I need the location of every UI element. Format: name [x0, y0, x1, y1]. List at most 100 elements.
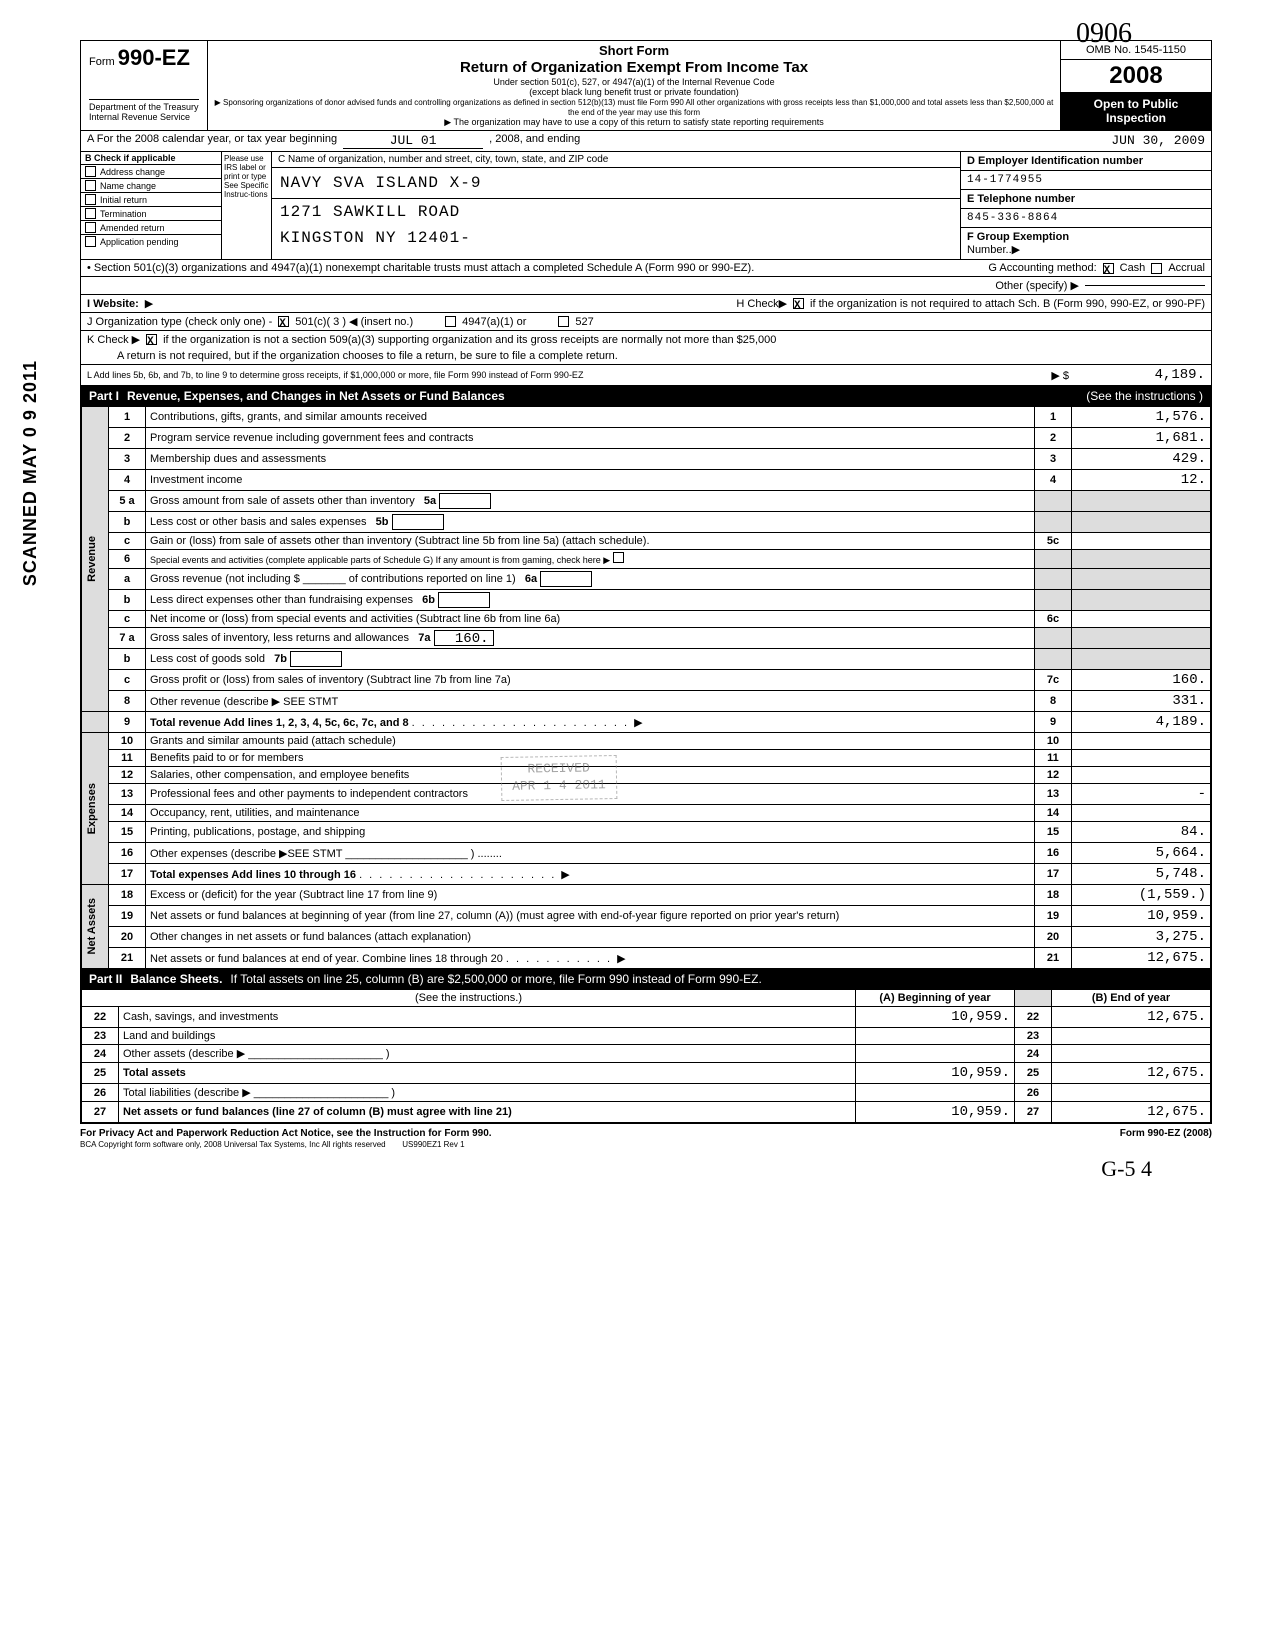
- form-code: US990EZ1 Rev 1: [402, 1140, 464, 1149]
- part2-header: Part II Balance Sheets. If Total assets …: [81, 969, 1211, 989]
- l18-num: 18: [109, 885, 146, 906]
- form-ref: Form 990-EZ (2008): [1120, 1128, 1212, 1139]
- chk-501c[interactable]: X: [278, 316, 289, 327]
- l12-box: 12: [1035, 767, 1072, 784]
- bs26-a: [856, 1084, 1015, 1102]
- l3-amt: 429.: [1072, 449, 1211, 470]
- l5a-num: 5 a: [109, 491, 146, 512]
- part2-title: Balance Sheets.: [130, 972, 222, 986]
- chk-cash[interactable]: X: [1103, 263, 1114, 274]
- phone-value: 845-336-8864: [961, 209, 1211, 228]
- scanned-stamp: SCANNED MAY 0 9 2011: [20, 360, 41, 586]
- l19-desc: Net assets or fund balances at beginning…: [146, 906, 1035, 927]
- l6b-amt: [1072, 590, 1211, 611]
- period-end: JUN 30, 2009: [1111, 133, 1205, 149]
- l3-box: 3: [1035, 449, 1072, 470]
- l11-num: 11: [109, 750, 146, 767]
- l17-desc: Total expenses Add lines 10 through 16: [150, 869, 356, 881]
- chk-h[interactable]: X: [793, 298, 804, 309]
- chk-application-pending[interactable]: Application pending: [81, 235, 221, 248]
- omb-number: OMB No. 1545-1150: [1061, 41, 1211, 60]
- l20-box: 20: [1035, 927, 1072, 948]
- chk-4947[interactable]: [445, 316, 456, 327]
- l19-amt: 10,959.: [1072, 906, 1211, 927]
- l11-amt: [1072, 750, 1211, 767]
- org-name: NAVY SVA ISLAND X-9: [272, 168, 960, 199]
- l6c-desc: Net income or (loss) from special events…: [146, 611, 1035, 628]
- l13-num: 13: [109, 784, 146, 805]
- chk-name-change[interactable]: Name change: [81, 179, 221, 193]
- chk-address-change[interactable]: Address change: [81, 165, 221, 179]
- l6b-num: b: [109, 590, 146, 611]
- l6b-innerbox: 6b: [422, 594, 435, 606]
- bs27-num: 27: [82, 1102, 119, 1123]
- please-use-label: Please use IRS label or print or type Se…: [222, 152, 272, 259]
- l9-box: 9: [1035, 712, 1072, 733]
- bs24-a: [856, 1045, 1015, 1063]
- l13-amt: -: [1072, 784, 1211, 805]
- f-sub-label: Number..▶: [967, 244, 1020, 256]
- g-label: G Accounting method:: [988, 262, 1096, 274]
- l7b-innerbox: 7b: [274, 653, 287, 665]
- l12-amt: [1072, 767, 1211, 784]
- l9-amt: 4,189.: [1072, 712, 1211, 733]
- l9-desc: Total revenue Add lines 1, 2, 3, 4, 5c, …: [150, 717, 409, 729]
- chk-termination[interactable]: Termination: [81, 207, 221, 221]
- l11-box: 11: [1035, 750, 1072, 767]
- chk-amended-return[interactable]: Amended return: [81, 221, 221, 235]
- bs25-desc: Total assets: [123, 1067, 186, 1079]
- l20-num: 20: [109, 927, 146, 948]
- l10-box: 10: [1035, 733, 1072, 750]
- l17-box: 17: [1035, 864, 1072, 885]
- bs25-b: 12,675.: [1052, 1063, 1211, 1084]
- h-text: if the organization is not required to a…: [810, 298, 1205, 310]
- l21-box: 21: [1035, 948, 1072, 969]
- l13-desc: Professional fees and other payments to …: [146, 784, 1035, 805]
- l7a-amt: [1072, 628, 1211, 649]
- d-label: D Employer Identification number: [961, 152, 1211, 171]
- section-b: B Check if applicable Address change Nam…: [81, 152, 1211, 260]
- chk-name-change-label: Name change: [100, 181, 156, 191]
- l1-num: 1: [109, 407, 146, 428]
- part2-table: (See the instructions.) (A) Beginning of…: [81, 989, 1211, 1123]
- l2-num: 2: [109, 428, 146, 449]
- g-accrual-label: Accrual: [1168, 262, 1205, 274]
- l6c-num: c: [109, 611, 146, 628]
- l6a-num: a: [109, 569, 146, 590]
- l5b-amt: [1072, 512, 1211, 533]
- chk-527[interactable]: [558, 316, 569, 327]
- l7b-desc: Less cost of goods sold: [150, 653, 265, 665]
- l6-box: [1035, 550, 1072, 569]
- l6-num: 6: [109, 550, 146, 569]
- l6b-box: [1035, 590, 1072, 611]
- l7a-inneramt: 160.: [434, 630, 494, 646]
- l18-box: 18: [1035, 885, 1072, 906]
- sec501-text: • Section 501(c)(3) organizations and 49…: [87, 262, 982, 274]
- bs22-desc: Cash, savings, and investments: [119, 1007, 856, 1028]
- chk-accrual[interactable]: [1151, 263, 1162, 274]
- l21-num: 21: [109, 948, 146, 969]
- bs23-desc: Land and buildings: [119, 1028, 856, 1045]
- l12-num: 12: [109, 767, 146, 784]
- part2-label: Part II: [89, 972, 122, 986]
- bca-copyright: BCA Copyright form software only, 2008 U…: [80, 1140, 386, 1149]
- l14-box: 14: [1035, 805, 1072, 822]
- j-527: 527: [575, 316, 593, 328]
- k-text: if the organization is not a section 509…: [163, 334, 776, 346]
- col-c-org: C Name of organization, number and stree…: [272, 152, 961, 259]
- chk-initial-return[interactable]: Initial return: [81, 193, 221, 207]
- bs23-b: [1052, 1028, 1211, 1045]
- l7c-amt: 160.: [1072, 670, 1211, 691]
- l-amount: 4,189.: [1075, 367, 1205, 383]
- chk-amended-return-label: Amended return: [100, 223, 165, 233]
- l16-box: 16: [1035, 843, 1072, 864]
- l13-box: 13: [1035, 784, 1072, 805]
- chk-gaming[interactable]: [613, 552, 624, 563]
- l-arrow: ▶ $: [1051, 369, 1069, 382]
- l5a-amt: [1072, 491, 1211, 512]
- l17-num: 17: [109, 864, 146, 885]
- l7b-amt: [1072, 649, 1211, 670]
- chk-k[interactable]: X: [146, 334, 157, 345]
- l4-box: 4: [1035, 470, 1072, 491]
- side-expenses: Expenses: [86, 783, 98, 834]
